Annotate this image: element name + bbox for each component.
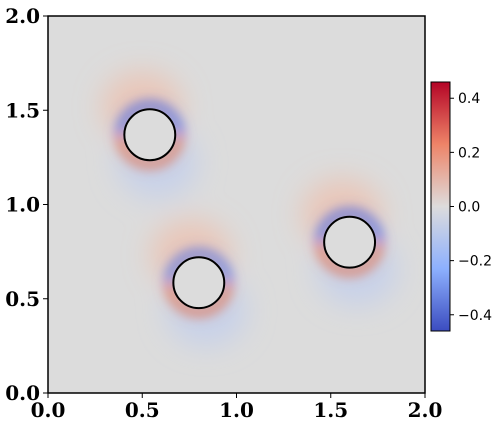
colorbar-tick-label-0: 0.4 bbox=[458, 91, 480, 107]
colorbar-axis: 0.4 0.2 0.0 −0.2 −0.4 bbox=[450, 91, 492, 324]
colorbar-tick-label-3: −0.2 bbox=[458, 254, 492, 270]
near-negative-2 bbox=[315, 208, 384, 243]
circle-outline-2 bbox=[323, 215, 377, 269]
x-tick-label-4: 2.0 bbox=[408, 398, 443, 422]
circle-interior-0 bbox=[124, 109, 176, 161]
near-positive-1 bbox=[165, 282, 233, 317]
x-tick-label-2: 1.0 bbox=[219, 398, 254, 422]
circle-interior-2 bbox=[324, 216, 376, 268]
colorbar-tick-label-4: −0.4 bbox=[458, 308, 492, 324]
heatmap-near-field bbox=[116, 101, 384, 317]
colorbar-tick-label-1: 0.2 bbox=[458, 145, 480, 161]
colorbar-tick-label-2: 0.0 bbox=[458, 200, 480, 216]
y-tick-label-0: 0.0 bbox=[5, 381, 40, 405]
circle-outline-0 bbox=[123, 108, 177, 162]
circle-outline-1 bbox=[172, 256, 226, 310]
x-tick-label-3: 1.5 bbox=[313, 398, 348, 422]
circle-interior-1 bbox=[173, 257, 225, 309]
y-tick-label-4: 2.0 bbox=[5, 4, 40, 28]
x-tick-label-1: 0.5 bbox=[125, 398, 160, 422]
y-tick-label-3: 1.5 bbox=[5, 98, 40, 122]
y-axis: 0.0 0.5 1.0 1.5 2.0 bbox=[5, 4, 48, 405]
plot-area bbox=[48, 16, 425, 393]
x-tick-label-0: 0.0 bbox=[31, 398, 66, 422]
y-tick-label-2: 1.0 bbox=[5, 193, 40, 217]
y-tick-label-1: 0.5 bbox=[5, 287, 40, 311]
near-negative-1 bbox=[165, 249, 233, 283]
x-axis: 0.0 0.5 1.0 1.5 2.0 bbox=[31, 393, 443, 422]
near-positive-2 bbox=[315, 241, 384, 276]
circle-markers bbox=[123, 108, 377, 310]
near-positive-0 bbox=[116, 134, 184, 169]
colorbar bbox=[430, 81, 451, 332]
near-negative-0 bbox=[116, 101, 184, 136]
